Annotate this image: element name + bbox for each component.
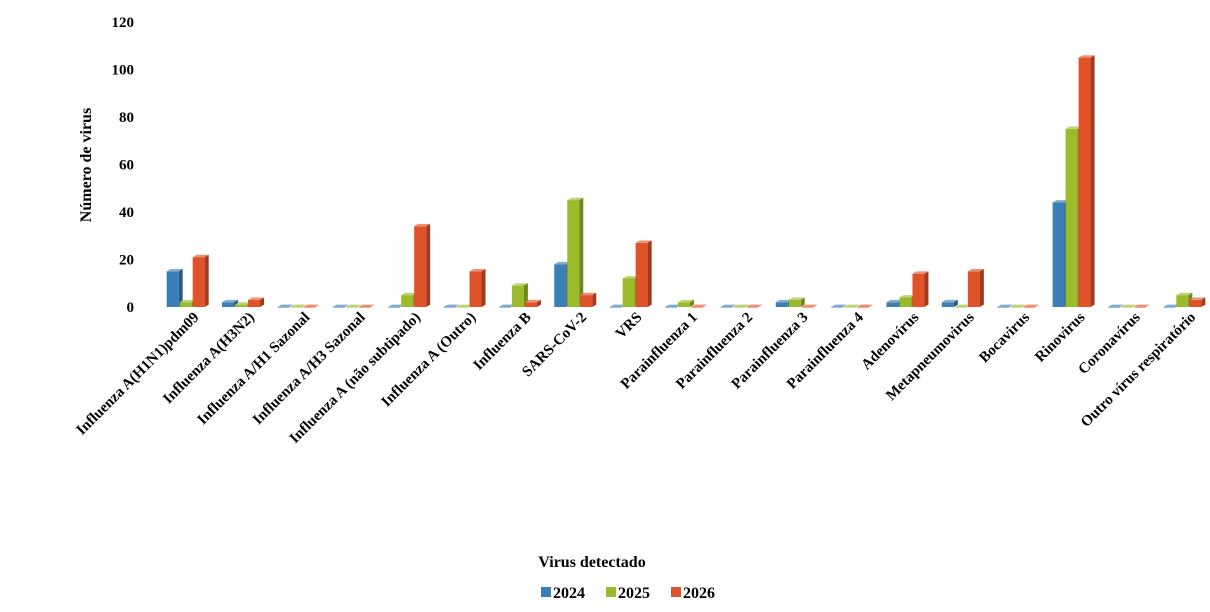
legend-swatch: [541, 587, 551, 597]
x-axis-title: Virus detectado: [538, 554, 645, 571]
y-tick-label: 0: [127, 300, 135, 316]
bar: [691, 304, 707, 308]
y-axis-title: Número de virus: [78, 108, 95, 222]
bar: [609, 304, 626, 308]
x-category-label: VRS: [613, 310, 646, 343]
bar: [1010, 304, 1027, 308]
legend-label: 2025: [618, 585, 650, 602]
bar: [997, 304, 1014, 308]
bar: [567, 197, 584, 307]
bar: [580, 292, 597, 307]
bar: [1120, 304, 1137, 308]
legend-item: 2026: [671, 585, 715, 602]
bar: [511, 283, 528, 307]
legend-swatch: [671, 587, 681, 597]
bar: [635, 240, 652, 307]
x-category-label: Rinovirus: [1032, 309, 1088, 365]
bars: [166, 55, 1206, 308]
bar: [941, 299, 958, 307]
bar: [443, 304, 460, 308]
bar: [414, 223, 431, 307]
legend-label: 2024: [553, 585, 585, 602]
bar: [332, 304, 349, 308]
bar: [290, 304, 307, 308]
y-tick-label: 20: [119, 253, 134, 269]
bar: [720, 304, 737, 308]
legend-swatch: [606, 587, 616, 597]
bar: [498, 304, 515, 308]
x-category-label: Outro vírus respiratório: [1078, 310, 1199, 431]
bar: [788, 297, 805, 307]
bar: [857, 304, 874, 308]
bar: [1078, 55, 1095, 307]
y-tick-label: 120: [112, 15, 135, 31]
bar: [831, 304, 848, 308]
bar: [954, 304, 971, 308]
bar: [665, 304, 681, 308]
bar: [388, 304, 405, 308]
bar: [844, 304, 861, 308]
bar: [192, 254, 209, 307]
bar: [801, 304, 818, 308]
x-category-label: Influenza A/H3 Sazonal: [250, 310, 369, 429]
bar: [967, 268, 984, 307]
y-tick-label: 60: [119, 158, 134, 174]
legend-item: 2025: [606, 585, 650, 602]
bar: [469, 268, 486, 307]
bar: [1133, 304, 1150, 308]
bar: [456, 304, 473, 308]
bar: [358, 304, 375, 308]
bar: [345, 304, 362, 308]
bar: [1163, 304, 1180, 308]
bar: [1023, 304, 1040, 308]
bar: [277, 304, 294, 308]
bar: [1107, 304, 1124, 308]
bar: [733, 304, 750, 308]
y-tick-label: 40: [119, 205, 134, 221]
bar: [524, 299, 541, 307]
x-category-label: Influenza A/H1 Sazonal: [195, 310, 314, 429]
bar: [1189, 297, 1206, 307]
bar: [746, 304, 763, 308]
y-tick-label: 100: [112, 63, 135, 79]
bar: [678, 299, 694, 307]
legend-item: 2024: [541, 585, 585, 602]
x-category-label: Influenza A (Outro): [379, 310, 480, 411]
legend-label: 2026: [683, 585, 715, 602]
x-category-label: Bocavirus: [976, 309, 1033, 366]
y-tick-label: 80: [119, 110, 134, 126]
legend: 2024 2025 2026: [541, 585, 715, 602]
bar: [248, 297, 265, 307]
bar: [912, 271, 929, 307]
y-axis-ticks: 0 20 40 60 80 100 120: [112, 15, 135, 316]
x-category-label: Influenza A(H3N2): [160, 310, 258, 408]
bar: [166, 268, 183, 307]
bar: [303, 304, 320, 308]
